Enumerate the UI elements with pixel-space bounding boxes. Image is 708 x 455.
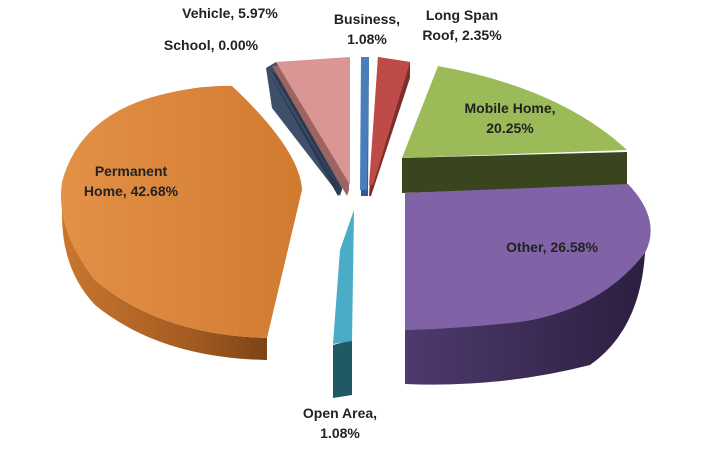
pie-slice-long-span-roof-top	[369, 57, 410, 185]
pie-slice-long-span-roof	[369, 57, 410, 196]
pie-label-open-area: Open Area, 1.08%	[303, 405, 377, 441]
pie-slice-other-top	[405, 184, 651, 330]
pie-slice-mobile-home	[402, 66, 627, 193]
pie-slices	[60, 57, 651, 398]
pie-slice-business	[360, 57, 369, 196]
pie-slice-permanent-home-side	[62, 182, 267, 360]
pie-slice-school	[266, 68, 342, 196]
pie-slice-mobile-home-top	[402, 66, 627, 158]
pie-slice-mobile-home-side	[402, 152, 627, 193]
pie-label-mobile-home: Mobile Home, 20.25%	[464, 100, 555, 136]
pie-labels: Business, 1.08% Long Span Roof, 2.35% Mobile…	[84, 5, 599, 441]
pie-slice-other	[405, 184, 651, 385]
pie-label-school: School, 0.00%	[164, 37, 259, 53]
pie-slice-vehicle	[272, 57, 350, 196]
pie-slice-permanent-home	[60, 85, 303, 360]
pie-label-other: Other, 26.58%	[506, 239, 598, 255]
pie-slice-school-side	[266, 68, 342, 196]
pie-label-long-span-roof: Long Span Roof, 2.35%	[422, 7, 502, 43]
pie-label-business: Business, 1.08%	[334, 11, 400, 47]
pie-slice-school-top	[266, 68, 340, 190]
pie-label-vehicle: Vehicle, 5.97%	[182, 5, 278, 21]
pie-slice-open-area-top	[333, 210, 354, 344]
pie-slice-vehicle-top	[276, 57, 350, 185]
pie-slice-business-top	[360, 57, 369, 190]
pie-slice-open-area	[333, 210, 354, 398]
pie-slice-permanent-home-top	[60, 85, 303, 338]
pie-slice-open-area-side	[333, 340, 352, 398]
pie-label-permanent-home: Permanent Home, 42.68%	[84, 163, 179, 199]
